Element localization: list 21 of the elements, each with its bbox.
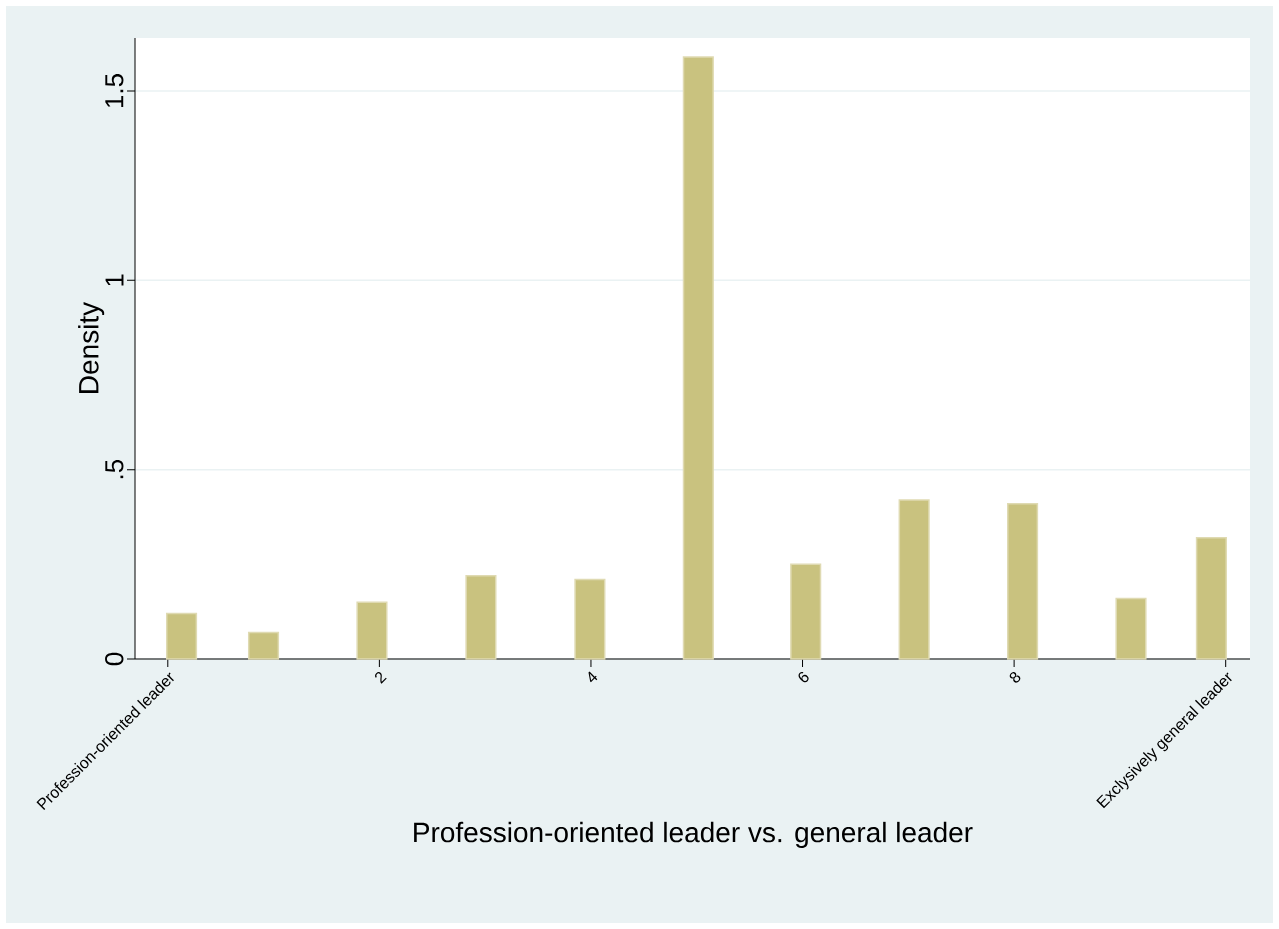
- y-tick-label: 1.5: [105, 74, 124, 108]
- x-tick-label: 4: [588, 671, 598, 683]
- bar: [465, 574, 497, 660]
- x-tick-label: 2: [375, 672, 387, 684]
- x-axis-title: Profession-oriented leader vs. general leader: [414, 821, 973, 848]
- bar: [247, 631, 280, 660]
- y-tick-label: 0: [105, 652, 124, 666]
- bar: [165, 612, 198, 660]
- bar: [898, 499, 930, 660]
- bar: [682, 56, 714, 660]
- bar: [356, 601, 388, 660]
- y-tick-label: .5: [105, 459, 124, 479]
- x-tick-label: 8: [1009, 671, 1021, 683]
- x-tick-label: 6: [798, 671, 809, 683]
- y-tick-label: 1: [105, 274, 124, 286]
- bar: [790, 563, 822, 660]
- y-axis-title: Density: [78, 301, 105, 393]
- bar: [1007, 503, 1039, 660]
- bar: [1195, 537, 1227, 660]
- bar: [1115, 597, 1147, 660]
- bar: [574, 578, 606, 660]
